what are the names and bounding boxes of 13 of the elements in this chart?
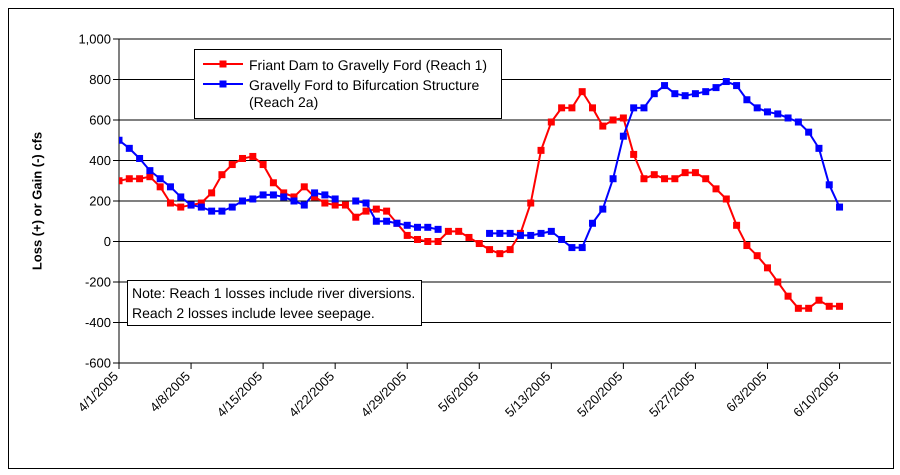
legend-label: Friant Dam to Gravelly Ford (Reach 1) <box>249 57 488 74</box>
y-tick-label: 0 <box>104 234 111 250</box>
y-tick-label: 1,000 <box>78 32 111 47</box>
legend-label: Gravelly Ford to Bifurcation Structure (Reach 2a) <box>249 77 480 111</box>
y-tick-label: 200 <box>89 194 111 209</box>
y-tick-label: 400 <box>89 153 111 168</box>
y-tick-label: -400 <box>84 315 111 330</box>
y-tick-label: -600 <box>84 356 111 371</box>
y-tick-label: -200 <box>84 274 111 290</box>
annotation: Note: Reach 1 losses include river diversions. Reach 2 losses include levee seepage. <box>127 280 422 326</box>
y-tick-label: 600 <box>89 112 111 128</box>
y-tick-label: 800 <box>89 72 111 88</box>
y-axis-title: Loss (+) or Gain (-) cfs <box>30 132 45 270</box>
